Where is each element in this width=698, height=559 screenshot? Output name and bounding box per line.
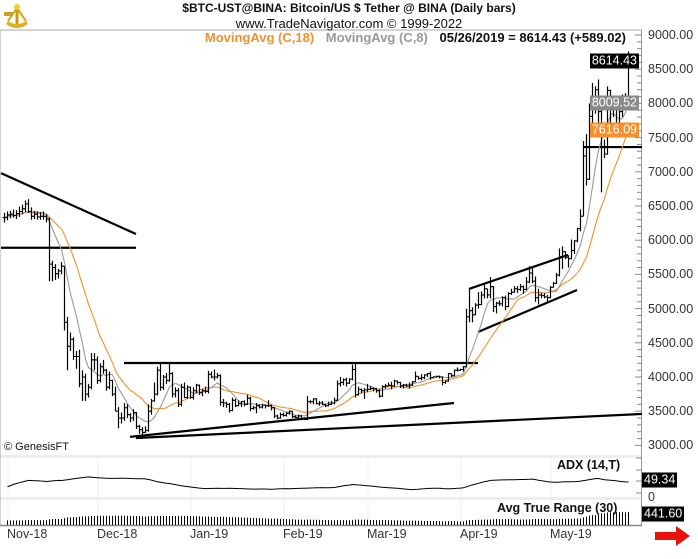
value-badge: 7616.09 [589, 122, 639, 138]
month-label: Dec-18 [97, 527, 138, 541]
adx-line [7, 476, 629, 491]
price-axis-label: 9000.00 [648, 28, 694, 42]
adx-zero-label: 0 [648, 490, 655, 504]
trendline [468, 253, 569, 291]
price-axis-label: 8500.00 [648, 62, 694, 77]
price-axis-label: 4000.00 [648, 370, 694, 384]
price-axis-label: 4500.00 [648, 335, 694, 350]
moving-average-line [4, 100, 630, 423]
price-axis-label: 3500.00 [648, 404, 694, 419]
copyright-credit: © GenesisFT [4, 441, 69, 453]
month-label: Apr-19 [460, 527, 498, 541]
price-axis-label: 5500.00 [648, 267, 694, 282]
moving-averages [4, 100, 630, 423]
adx-value-badge: 49.34 [642, 472, 678, 488]
month-label: Feb-19 [283, 527, 323, 541]
price-axis-label: 6000.00 [648, 233, 694, 248]
value-badge: 8009.52 [589, 95, 639, 111]
panel-separator [0, 455, 642, 458]
source-url: www.TradeNavigator.com © 1999-2022 [235, 16, 463, 31]
price-axis-label: 7500.00 [648, 130, 694, 145]
month-label: Nov-18 [7, 527, 48, 541]
sextant-logo-icon [2, 2, 32, 37]
price-axis-label: 3000.00 [648, 438, 694, 453]
trendline [129, 401, 455, 438]
legend-ma18: MovingAvg (C,18) [204, 30, 315, 45]
price-axis-label: 8000.00 [648, 96, 694, 111]
panel-separator [0, 497, 642, 500]
atr-panel [7, 511, 629, 525]
chart-title: $BTC-UST@BINA: Bitcoin/US $ Tether @ BIN… [182, 1, 516, 15]
price-bars [2, 51, 631, 436]
atr-value-badge: 441.60 [642, 506, 685, 522]
legend-last-value: 05/26/2019 = 8614.43 (+589.02) [439, 30, 627, 45]
trendline [477, 288, 578, 334]
price-axis-label: 6500.00 [648, 199, 694, 213]
atr-label: Avg True Range (30) [497, 501, 618, 515]
legend-ma8: MovingAvg (C,8) [325, 30, 428, 45]
value-badge: 8614.43 [589, 53, 639, 69]
adx-panel [7, 476, 629, 491]
month-label: Jan-19 [190, 527, 229, 541]
month-label: May-19 [550, 527, 592, 541]
legend: MovingAvg (C,18) MovingAvg (C,8) 05/26/2… [197, 30, 626, 45]
trendlines [0, 145, 643, 440]
trendline [135, 412, 643, 440]
right-arrow-icon[interactable] [655, 526, 690, 546]
chart-frame [0, 29, 642, 527]
trendline [0, 172, 137, 236]
price-axis-label: 5000.00 [648, 301, 694, 316]
price-axis-label: 7000.00 [648, 164, 694, 179]
adx-label: ADX (14,T) [557, 458, 621, 472]
moving-average-line [4, 128, 630, 413]
month-label: Mar-19 [367, 527, 407, 541]
